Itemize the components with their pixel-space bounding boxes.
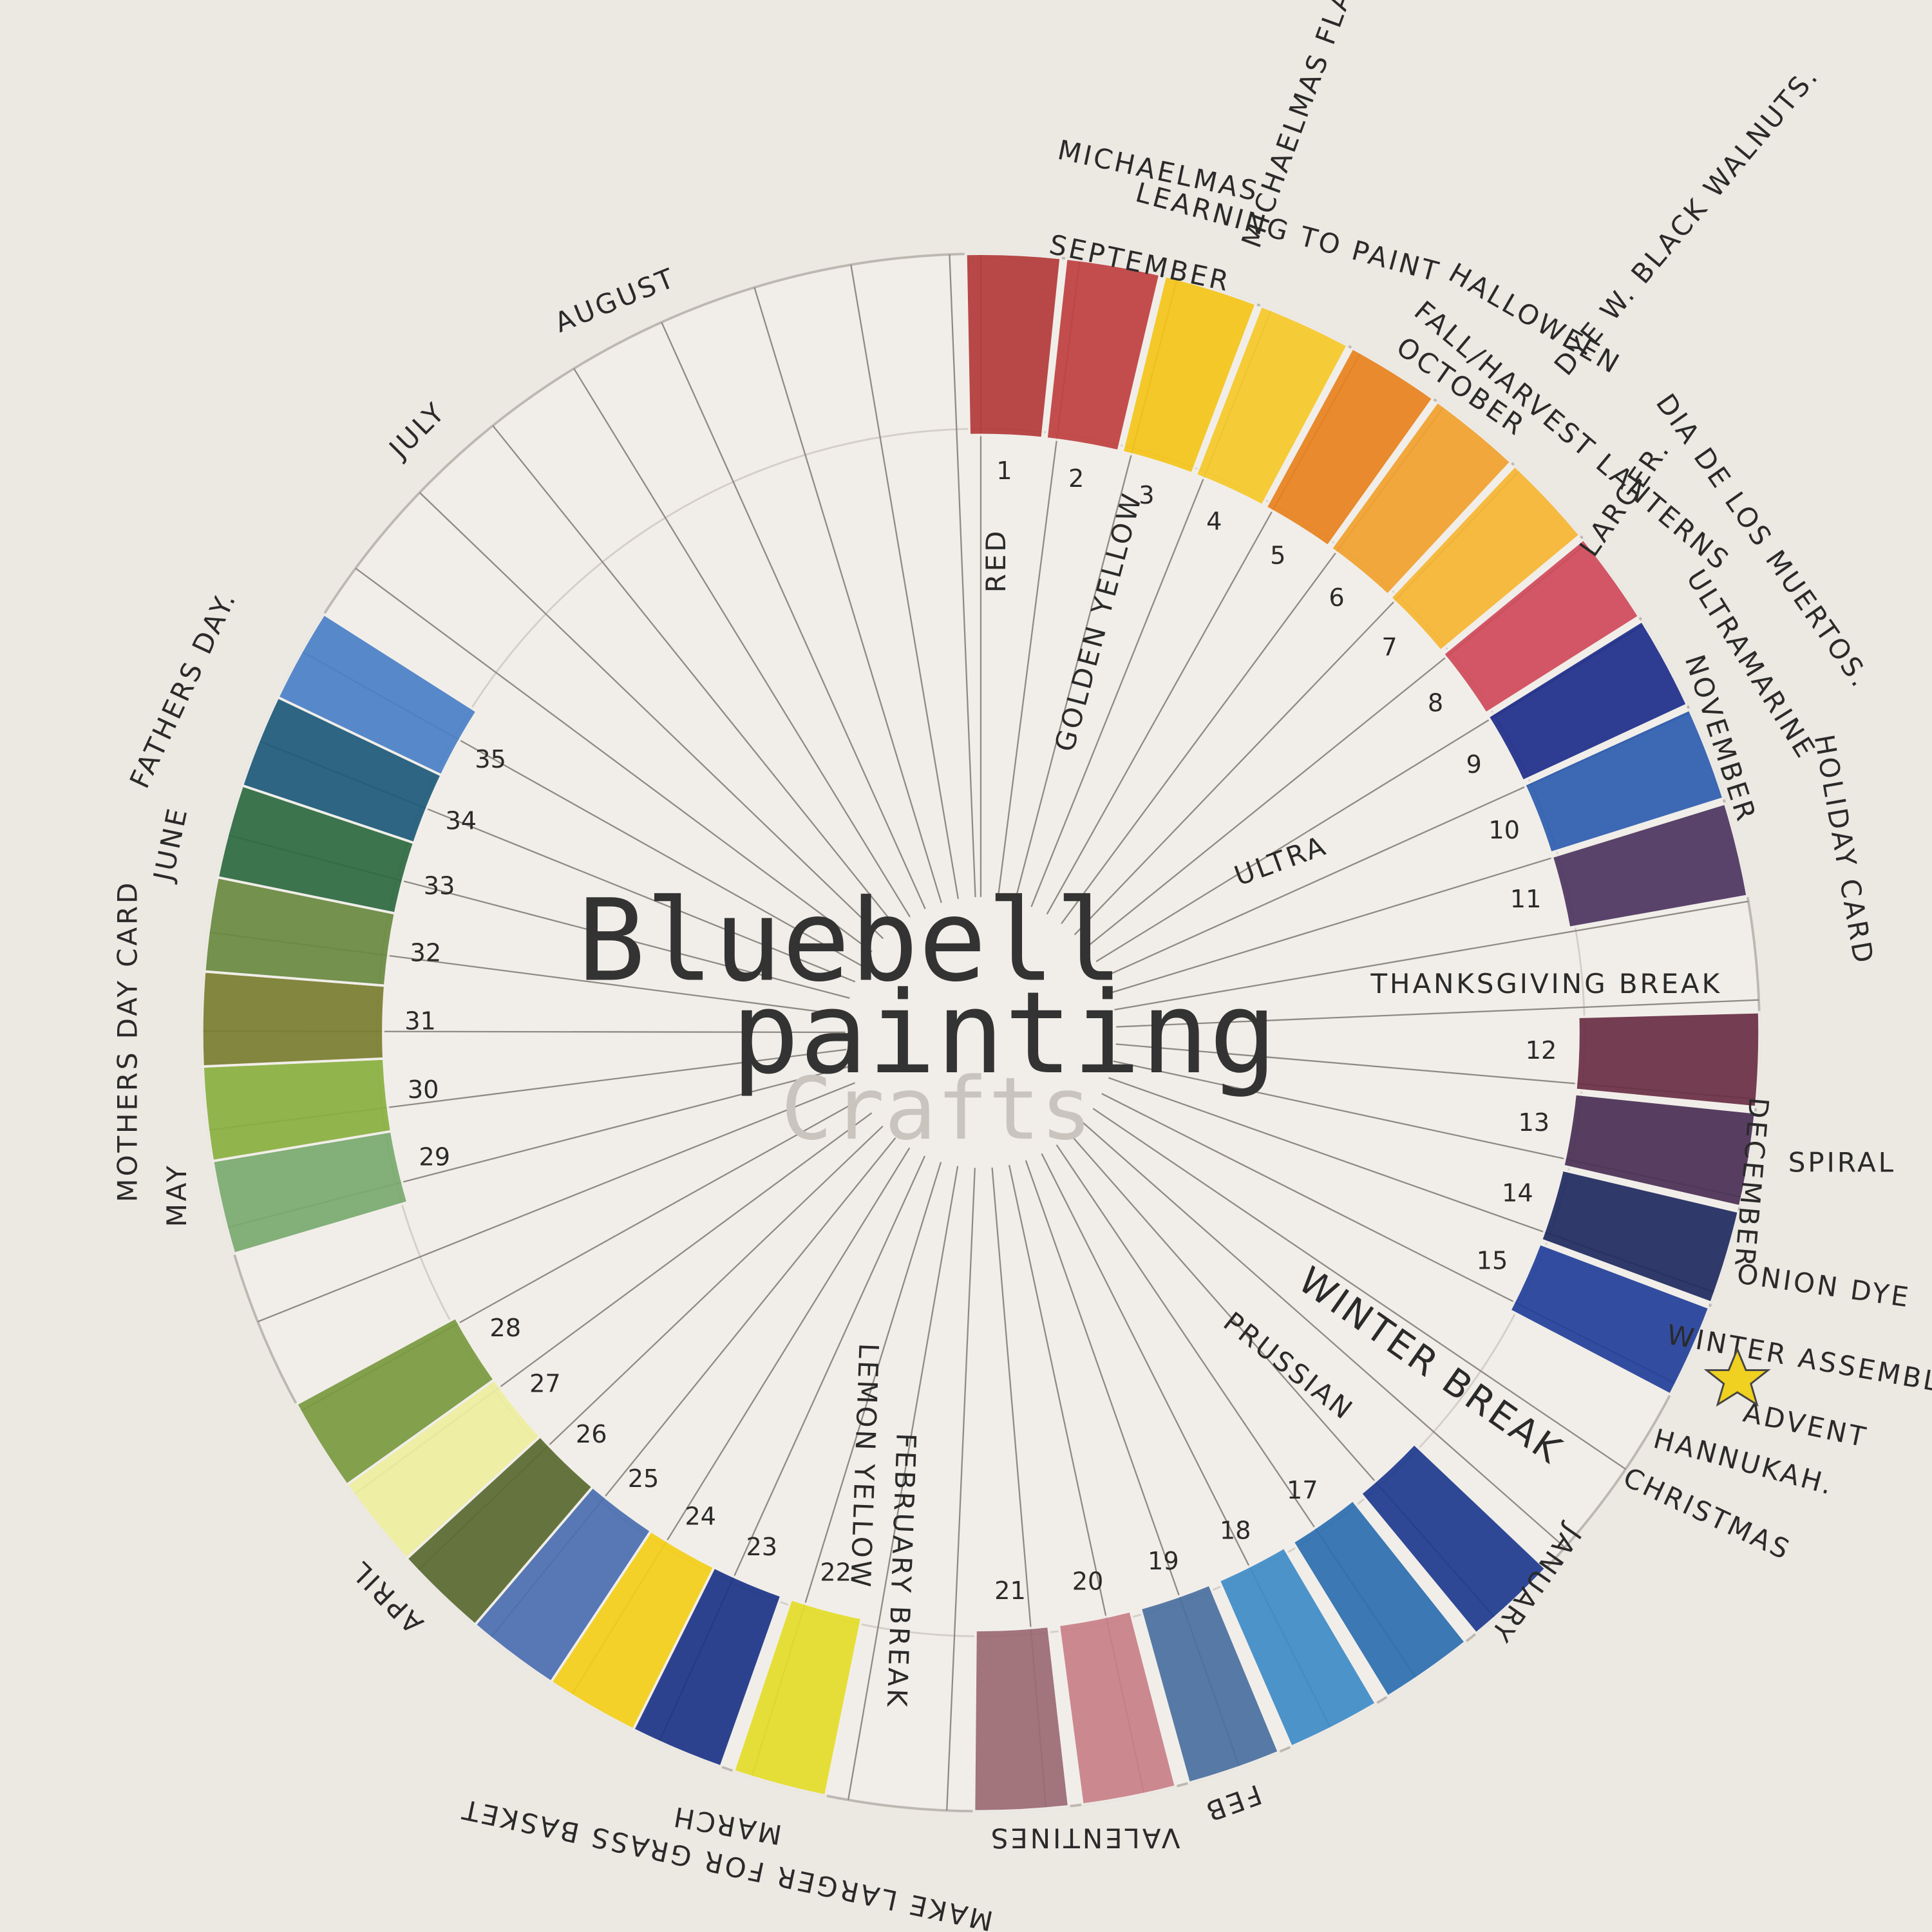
swatch-number: 33: [424, 872, 455, 901]
swatch-number: 8: [1428, 689, 1443, 718]
swatch-number: 20: [1072, 1567, 1104, 1596]
swatch-number: 23: [746, 1533, 777, 1562]
paint-swatch: [1194, 304, 1350, 507]
swatch-number: 3: [1139, 481, 1154, 510]
paint-swatch: [1359, 1442, 1548, 1636]
paint-swatch: [1329, 400, 1513, 597]
spoke: [1082, 1121, 1566, 1548]
faint-subtitle: Crafts: [781, 1059, 1092, 1159]
swatch-number: 21: [994, 1577, 1026, 1605]
star-icon: [1703, 1347, 1771, 1407]
swatch-number: 4: [1206, 507, 1222, 536]
spoke: [753, 287, 942, 904]
paint-swatch: [1121, 274, 1258, 475]
paint-swatch: [276, 612, 478, 777]
spoke: [257, 1082, 855, 1323]
swatch-number: 25: [628, 1464, 659, 1493]
paint-swatch: [1522, 708, 1725, 855]
paint-swatch: [1508, 1242, 1711, 1396]
paint-swatch: [964, 252, 1063, 440]
swatch-number: 11: [1510, 885, 1542, 914]
paint-swatch: [1057, 1609, 1178, 1806]
spoke: [573, 368, 911, 918]
paint-swatch: [1045, 257, 1162, 453]
paint-swatch: [972, 1625, 1070, 1813]
spoke: [355, 567, 873, 952]
swatch-number: 10: [1488, 816, 1520, 845]
event: VALENTINES: [989, 1822, 1180, 1853]
title-line1: Bluebell: [577, 875, 1123, 1007]
swatch-number: 35: [475, 745, 506, 774]
paint-swatch: [200, 970, 386, 1068]
paint-swatch: [1291, 1498, 1468, 1698]
spoke: [1114, 900, 1749, 1010]
swatch-number: 7: [1381, 633, 1397, 662]
swatch-number: 18: [1220, 1516, 1251, 1545]
paint-swatch: [1574, 1010, 1761, 1109]
paint-swatch: [1550, 802, 1749, 929]
swatch-number: 19: [1148, 1547, 1179, 1576]
swatch-number: 26: [576, 1420, 607, 1449]
spoke: [492, 425, 896, 928]
spoke: [946, 1168, 976, 1811]
spoke: [850, 264, 959, 899]
swatch-number: 9: [1466, 750, 1482, 779]
paint-swatch: [1139, 1583, 1281, 1785]
swatch-number: 22: [820, 1558, 851, 1587]
swatch-number: 24: [685, 1502, 716, 1531]
spoke: [1116, 999, 1759, 1028]
spoke: [848, 1166, 959, 1801]
spoke: [419, 492, 884, 940]
swatch-number: 1: [996, 457, 1012, 486]
paint-swatch: [1539, 1168, 1741, 1305]
swatches: 1 234567891011121314151718192021222324252…: [200, 252, 1761, 1813]
swatch-number: 27: [529, 1370, 561, 1399]
event: MOTHERS DAY CARD: [111, 880, 143, 1202]
swatch-number: 31: [404, 1007, 436, 1036]
swatch-number: 2: [1068, 464, 1084, 493]
swatch-number: 29: [419, 1143, 450, 1172]
paint-swatch: [1217, 1546, 1378, 1748]
swatch-number: 13: [1518, 1108, 1549, 1137]
paint-label: RED: [980, 529, 1012, 593]
swatch-number: 32: [410, 939, 442, 968]
swatch-number: 17: [1287, 1476, 1318, 1505]
swatch-number: 30: [408, 1075, 439, 1104]
paint-swatch: [1441, 537, 1641, 715]
title-line2: painting: [731, 967, 1277, 1099]
paint-swatch: [732, 1597, 864, 1797]
paint-swatch: [1486, 619, 1689, 783]
swatch-number: 34: [445, 807, 477, 836]
swatch-number: 12: [1526, 1036, 1557, 1065]
event: SPIRAL: [1788, 1147, 1896, 1179]
swatch-number: 5: [1270, 542, 1285, 571]
paint-swatch: [1264, 346, 1435, 548]
paint-swatch: [1562, 1092, 1757, 1208]
paint-swatch: [294, 1316, 497, 1487]
break: THANKSGIVING BREAK: [1370, 968, 1722, 999]
swatch-number: 6: [1329, 583, 1344, 612]
swatch-number: 28: [489, 1314, 521, 1343]
paint-swatch: [1388, 464, 1582, 653]
spoke: [949, 254, 976, 898]
month: MAY: [161, 1163, 193, 1227]
spoke: [1092, 1108, 1626, 1470]
swatch-number: 14: [1502, 1179, 1533, 1208]
spoke: [661, 321, 926, 909]
swatch-number: 15: [1477, 1247, 1508, 1276]
